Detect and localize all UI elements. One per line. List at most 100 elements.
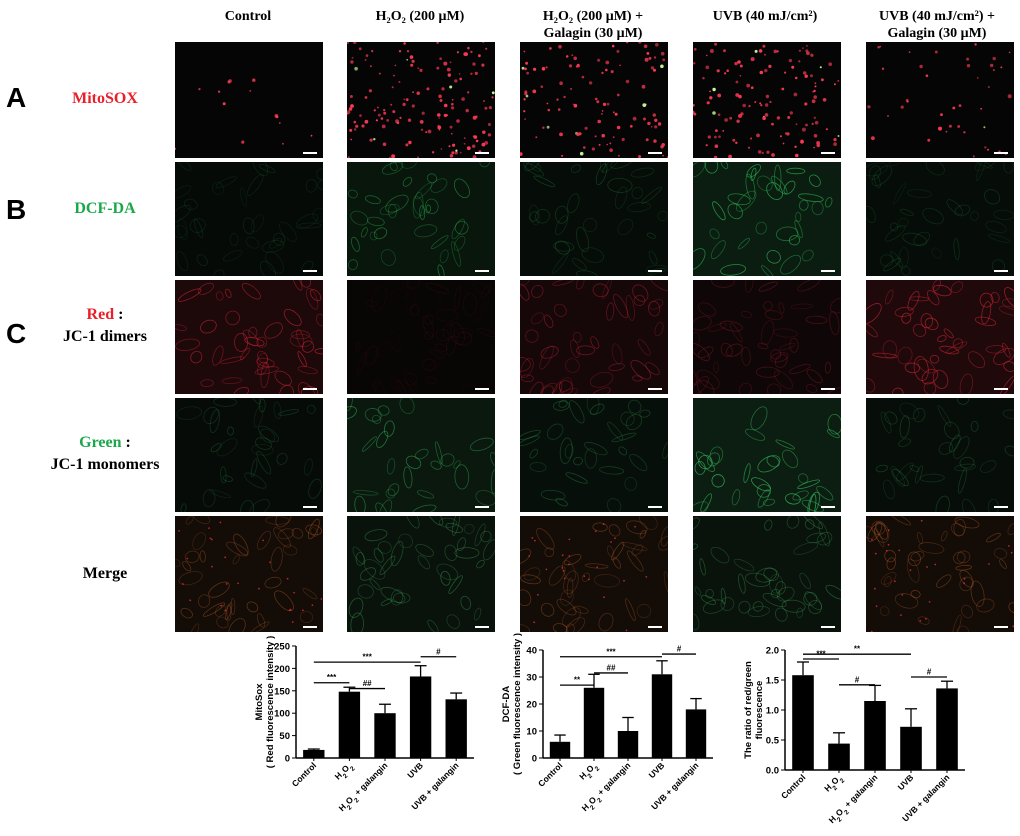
micrograph-dcfda-h2o2-galagin bbox=[520, 162, 668, 276]
x-tick-label-part: + galangin bbox=[841, 772, 880, 811]
row-label-red-line2: JC-1 dimers bbox=[63, 328, 147, 345]
column-header-line1: UVB (40 mJ/cm²) bbox=[712, 9, 818, 24]
chart-mitosox-svg: 0 50 100 150 200 250 MitoSox( Red fluorescence… bbox=[254, 636, 474, 813]
x-tick-label-part: H bbox=[337, 802, 348, 813]
column-header-line2: Galagin (30 μM) bbox=[887, 26, 987, 41]
chart-mitosox: 0 50 100 150 200 250 MitoSox( Red fluorescence… bbox=[240, 636, 490, 836]
x-tick-label-part: UVB bbox=[405, 760, 425, 780]
scale-bar bbox=[994, 270, 1008, 272]
x-tick-label: H2O2 bbox=[577, 760, 601, 784]
bar-0 bbox=[792, 675, 814, 770]
x-tick-label-part: H bbox=[577, 770, 588, 781]
x-tick-label-part: 2 bbox=[353, 796, 361, 804]
y-axis-label: DCF-DA bbox=[501, 686, 512, 723]
micrograph-mitosox-control bbox=[175, 42, 323, 158]
micrograph-merge-control bbox=[175, 516, 323, 632]
scale-bar bbox=[475, 506, 489, 508]
micrograph-mitosox-h2o2 bbox=[347, 42, 495, 158]
micrograph-mitosox-uvb-galagin bbox=[866, 42, 1014, 158]
significance-label-2: # bbox=[855, 675, 860, 684]
x-tick-label-part: UVB bbox=[647, 760, 667, 780]
x-tick-label-part: 2 bbox=[836, 815, 844, 823]
micrograph-jc1-red-uvb-galagin bbox=[866, 280, 1014, 394]
x-tick-label: UVB bbox=[896, 772, 916, 792]
significance-label-3: # bbox=[677, 645, 682, 654]
scale-bar bbox=[475, 152, 489, 154]
x-tick-label-part: H bbox=[822, 782, 833, 793]
y-tick-label: 0.5 bbox=[766, 736, 780, 747]
chart-dcfda: 0 10 20 30 40 DCF-DA( Green fluorescence inte… bbox=[495, 633, 730, 836]
micrograph-dcfda-uvb-galagin bbox=[866, 162, 1014, 276]
bar-3 bbox=[651, 674, 673, 758]
y-tick-label: 10 bbox=[526, 727, 537, 738]
x-tick-label: Control bbox=[536, 760, 564, 788]
chart-red-green-ratio: 0.0 0.5 1.0 1.5 2.0 The ratio of red/green flu… bbox=[735, 636, 975, 836]
scale-bar bbox=[648, 506, 662, 508]
micrograph-jc1-red-uvb bbox=[693, 280, 841, 394]
row-label-jc1-monomers: Green : JC-1 monomers bbox=[30, 432, 180, 476]
y-tick-label: 0.0 bbox=[766, 766, 779, 777]
column-header-line1: H₂O₂ (200 μM) bbox=[375, 9, 465, 24]
row-label-dcfda: DCF-DA bbox=[74, 200, 136, 217]
bar-3 bbox=[900, 726, 922, 770]
row-label-merge: Merge bbox=[82, 565, 128, 582]
scale-bar bbox=[648, 388, 662, 390]
micrograph-merge-uvb bbox=[693, 516, 841, 632]
x-tick-label-part: H bbox=[580, 802, 591, 813]
micrograph-merge-h2o2-galagin bbox=[520, 516, 668, 632]
column-header-line1: H₂O₂ (200 μM) + bbox=[542, 9, 644, 24]
micrograph-jc1-green-h2o2-galagin bbox=[520, 398, 668, 512]
bar-1 bbox=[828, 743, 850, 770]
y-tick-label: 1.5 bbox=[766, 676, 780, 687]
significance-label-2: ## bbox=[607, 663, 616, 672]
y-tick-label: 30 bbox=[526, 673, 537, 684]
micrograph-jc1-red-control bbox=[175, 280, 323, 394]
chart-ratio-svg: 0.0 0.5 1.0 1.5 2.0 The ratio of red/green flu… bbox=[743, 645, 965, 825]
column-header-line2: Galagin (30 μM) bbox=[543, 26, 643, 41]
y-axis-label: MitoSox bbox=[254, 683, 265, 721]
x-tick-label-part: 2 bbox=[342, 772, 350, 780]
scale-bar bbox=[821, 626, 835, 628]
x-tick-label-part: 2 bbox=[349, 765, 357, 773]
bar-0 bbox=[549, 741, 571, 758]
y-tick-label: 40 bbox=[526, 646, 537, 657]
y-tick-label: 20 bbox=[526, 700, 537, 711]
bar-4 bbox=[936, 688, 958, 770]
scale-bar bbox=[821, 506, 835, 508]
bar-4 bbox=[445, 699, 467, 758]
x-tick-label: Control bbox=[290, 760, 318, 788]
panel-letter-a: A bbox=[6, 82, 27, 113]
bar-3 bbox=[409, 676, 432, 758]
x-tick-label-part: 2 bbox=[596, 796, 604, 804]
x-tick-label: UVB bbox=[647, 760, 667, 780]
micrograph-dcfda-uvb bbox=[693, 162, 841, 276]
bar-2 bbox=[617, 731, 639, 758]
scale-bar bbox=[821, 270, 835, 272]
scale-bar bbox=[821, 388, 835, 390]
bar-2 bbox=[374, 713, 396, 758]
scale-bar bbox=[303, 152, 317, 154]
y-tick-label: 250 bbox=[274, 642, 290, 653]
scale-bar bbox=[994, 388, 1008, 390]
scale-bar bbox=[475, 626, 489, 628]
significance-label-3: # bbox=[927, 668, 932, 677]
scale-bar bbox=[303, 506, 317, 508]
scale-bar bbox=[994, 152, 1008, 154]
x-tick-label-part: + galangin bbox=[351, 760, 390, 799]
x-tick-label: Control bbox=[779, 772, 807, 800]
scale-bar bbox=[475, 388, 489, 390]
column-header-h2o2: H₂O₂ (200 μM) bbox=[335, 8, 505, 25]
significance-label-0: ** bbox=[574, 676, 581, 685]
bar-0 bbox=[303, 749, 325, 758]
column-header-line1: Control bbox=[224, 9, 272, 24]
significance-label-2: ## bbox=[363, 679, 372, 688]
x-tick-label-part: 2 bbox=[346, 803, 354, 811]
x-tick-label-part: H bbox=[827, 814, 838, 825]
scale-bar bbox=[648, 152, 662, 154]
x-tick-label-part: 2 bbox=[593, 765, 601, 773]
row-label-mitosox: MitoSOX bbox=[72, 90, 138, 107]
micrograph-merge-h2o2 bbox=[347, 516, 495, 632]
micrograph-jc1-red-h2o2-galagin bbox=[520, 280, 668, 394]
significance-label-1: ** bbox=[854, 645, 861, 654]
scale-bar bbox=[303, 270, 317, 272]
